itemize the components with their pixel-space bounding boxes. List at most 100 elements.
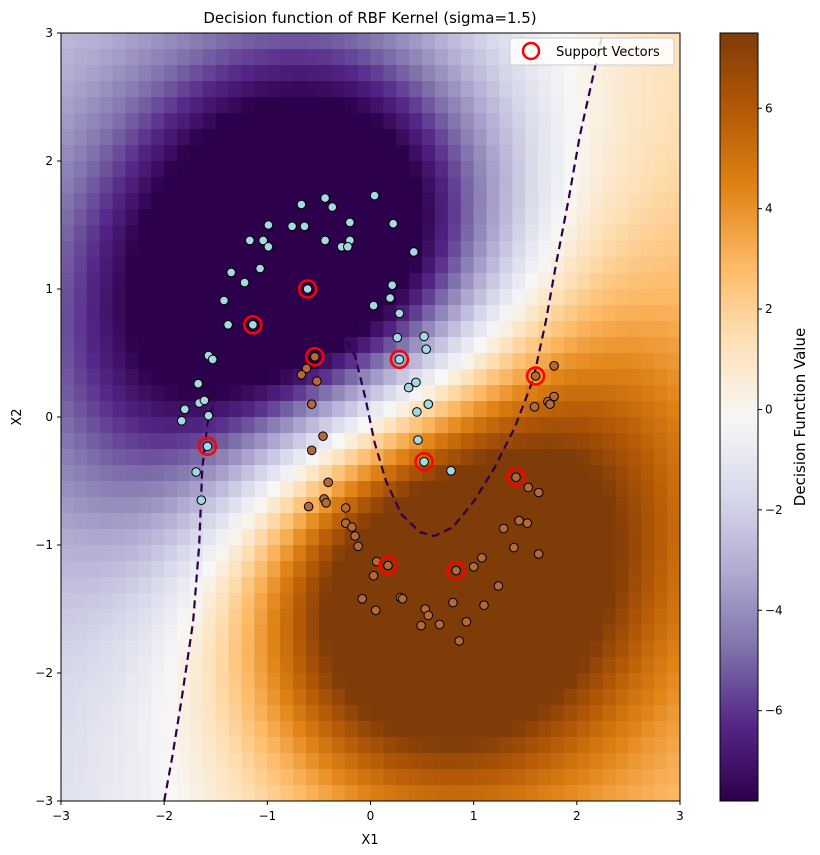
heatmap-cell: [460, 593, 475, 610]
heatmap-cell: [512, 593, 526, 610]
heatmap-cell: [331, 49, 346, 66]
heatmap-cell: [164, 401, 178, 418]
heatmap-cell: [499, 321, 513, 338]
class-0-point: [255, 263, 265, 274]
heatmap-cell: [177, 529, 191, 546]
heatmap-cell: [628, 529, 642, 546]
heatmap-cell: [576, 257, 591, 274]
heatmap-cell: [177, 65, 191, 82]
class-1-point: [523, 482, 534, 493]
heatmap-cell: [138, 545, 152, 562]
heatmap-cell: [306, 593, 320, 610]
heatmap-cell: [551, 481, 565, 498]
heatmap-cell: [615, 369, 630, 386]
heatmap-cell: [434, 337, 449, 354]
heatmap-cell: [331, 705, 346, 722]
heatmap-cell: [280, 433, 294, 450]
heatmap-cell: [138, 65, 152, 82]
heatmap-cell: [357, 465, 372, 482]
heatmap-cell: [318, 785, 333, 801]
heatmap-cell: [460, 49, 475, 66]
heatmap-cell: [125, 65, 139, 82]
heatmap-cell: [125, 241, 139, 258]
heatmap-cell: [293, 385, 307, 402]
heatmap-cell: [641, 177, 655, 194]
heatmap-cell: [306, 33, 320, 50]
heatmap-cell: [138, 241, 152, 258]
heatmap-cell: [667, 625, 680, 642]
heatmap-cell: [254, 721, 268, 738]
heatmap-cell: [151, 321, 165, 338]
heatmap-cell: [189, 129, 204, 146]
heatmap-cell: [576, 289, 591, 306]
heatmap-cell: [460, 657, 475, 674]
heatmap-cell: [164, 145, 178, 162]
heatmap-cell: [667, 433, 680, 450]
heatmap-cell: [293, 449, 307, 466]
heatmap-cell: [447, 577, 462, 594]
heatmap-cell: [422, 369, 436, 386]
heatmap-cell: [667, 337, 680, 354]
heatmap-cell: [486, 593, 501, 610]
heatmap-cell: [434, 353, 449, 370]
heatmap-cell: [447, 513, 462, 530]
heatmap-cell: [280, 657, 294, 674]
heatmap-cell: [370, 689, 384, 706]
heatmap-cell: [602, 113, 617, 130]
heatmap-cell: [589, 177, 604, 194]
heatmap-cell: [499, 177, 513, 194]
heatmap-cell: [306, 257, 320, 274]
heatmap-cell: [409, 129, 423, 146]
heatmap-cell: [370, 225, 384, 242]
heatmap-cell: [241, 113, 256, 130]
heatmap-cell: [563, 545, 578, 562]
heatmap-cell: [486, 225, 501, 242]
heatmap-cell: [473, 321, 488, 338]
heatmap-cell: [538, 321, 552, 338]
heatmap-cell: [228, 417, 243, 434]
heatmap-cell: [551, 625, 565, 642]
heatmap-cell: [615, 513, 630, 530]
heatmap-cell: [293, 545, 307, 562]
heatmap-cell: [383, 641, 397, 658]
heatmap-cell: [525, 433, 539, 450]
heatmap-cell: [241, 49, 256, 66]
heatmap-cell: [280, 49, 294, 66]
heatmap-cell: [138, 193, 152, 210]
heatmap-cell: [151, 737, 165, 754]
class-0-point: [320, 235, 330, 246]
heatmap-cell: [654, 721, 668, 738]
heatmap-cell: [138, 257, 152, 274]
heatmap-cell: [460, 785, 475, 801]
heatmap-cell: [189, 113, 204, 130]
heatmap-cell: [370, 593, 384, 610]
class-1-point: [549, 361, 559, 371]
heatmap-cell: [215, 337, 230, 354]
heatmap-cell: [99, 577, 114, 594]
heatmap-cell: [280, 369, 294, 386]
heatmap-cell: [473, 417, 488, 434]
heatmap-cell: [422, 529, 436, 546]
heatmap-cell: [499, 561, 513, 578]
heatmap-cell: [138, 33, 152, 50]
heatmap-cell: [602, 673, 617, 690]
heatmap-cell: [86, 545, 101, 562]
class-1-point: [303, 501, 314, 512]
heatmap-cell: [667, 481, 680, 498]
heatmap-cell: [525, 449, 539, 466]
heatmap-cell: [241, 81, 256, 98]
heatmap-cell: [61, 193, 75, 210]
class-0-point: [409, 247, 419, 257]
heatmap-cell: [61, 433, 75, 450]
heatmap-cell: [73, 689, 88, 706]
heatmap-cell: [422, 769, 436, 786]
heatmap-cell: [396, 161, 410, 178]
heatmap-cell: [112, 449, 127, 466]
heatmap-cell: [293, 177, 307, 194]
heatmap-cell: [615, 225, 630, 242]
heatmap-cell: [164, 593, 178, 610]
heatmap-cell: [138, 529, 152, 546]
heatmap-cell: [654, 513, 668, 530]
decision-boundary: [163, 33, 604, 801]
heatmap-cell: [202, 97, 217, 114]
